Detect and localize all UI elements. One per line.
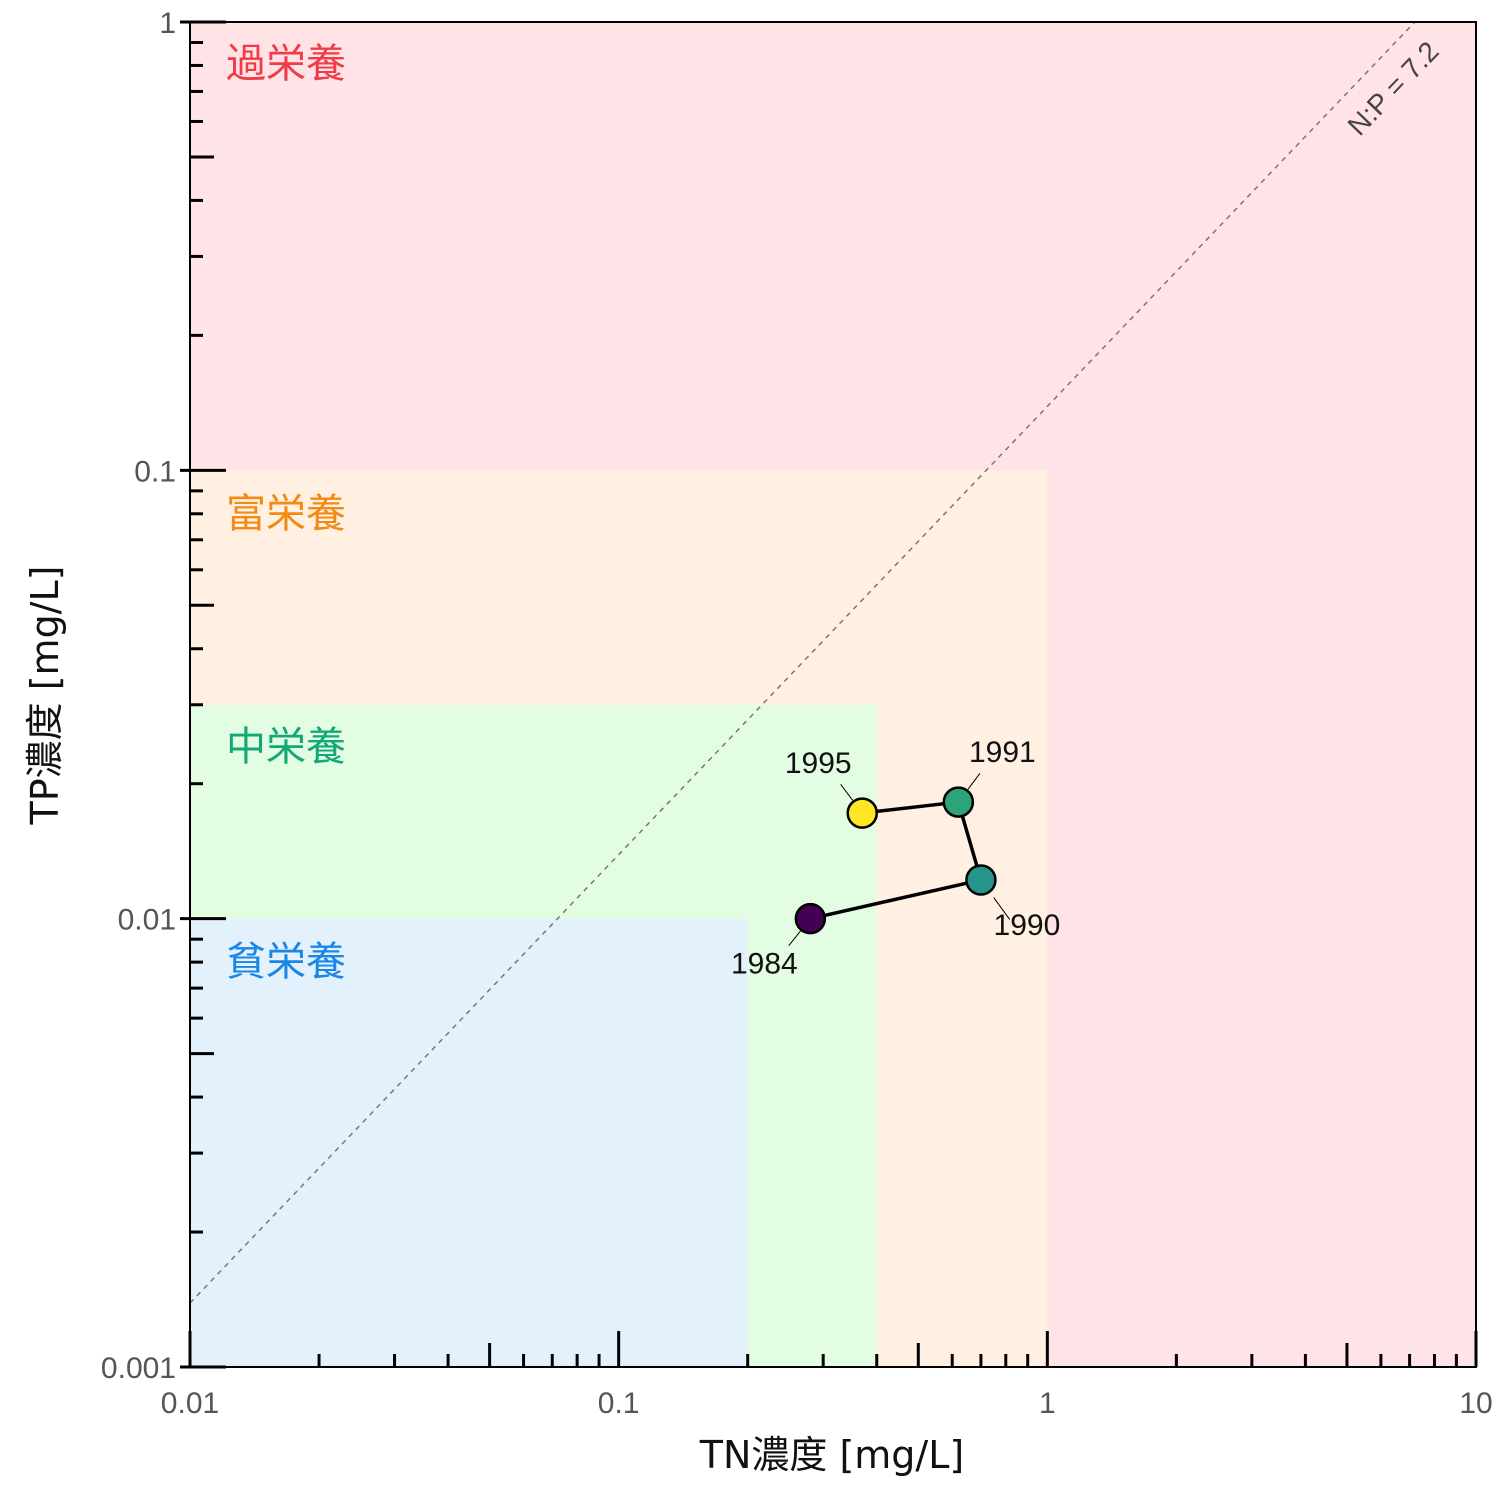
x-tick-label: 1 bbox=[1039, 1387, 1056, 1420]
zone-3 bbox=[190, 918, 748, 1367]
data-point bbox=[846, 797, 878, 829]
point-label: 1990 bbox=[994, 909, 1061, 942]
y-tick-label: 1 bbox=[159, 7, 176, 40]
trophic-zones bbox=[190, 22, 1476, 1367]
leader-line bbox=[840, 783, 854, 801]
point-label: 1995 bbox=[785, 747, 852, 780]
x-tick-label: 10 bbox=[1459, 1387, 1492, 1420]
x-axis-title: TN濃度 [mg/L] bbox=[699, 1433, 964, 1477]
trajectory-line bbox=[809, 800, 983, 921]
data-series: 1984 1990 1991 1995 bbox=[731, 736, 1060, 981]
point-label: 1991 bbox=[969, 736, 1036, 769]
zone-label-1: 富栄養 bbox=[226, 491, 346, 537]
leader-line bbox=[788, 930, 802, 946]
y-tick-label: 0.01 bbox=[118, 904, 176, 937]
zone-label-2: 中栄養 bbox=[226, 724, 346, 770]
plot-frame bbox=[189, 21, 1477, 1368]
zone-label-0: 過栄養 bbox=[226, 41, 346, 87]
x-tick-label: 0.1 bbox=[598, 1387, 640, 1420]
data-point bbox=[942, 786, 975, 818]
data-point bbox=[965, 864, 997, 896]
y-tick-label: 0.001 bbox=[101, 1352, 176, 1385]
leader-line bbox=[993, 897, 1011, 920]
y-tick-label: 0.1 bbox=[134, 455, 176, 488]
zone-label-3: 貧栄養 bbox=[226, 939, 346, 985]
leader-line bbox=[967, 772, 981, 790]
x-tick-label: 0.01 bbox=[161, 1387, 219, 1420]
point-label: 1984 bbox=[731, 948, 798, 981]
y-axis-title: TP濃度 [mg/L] bbox=[23, 566, 67, 826]
data-point bbox=[794, 902, 827, 935]
